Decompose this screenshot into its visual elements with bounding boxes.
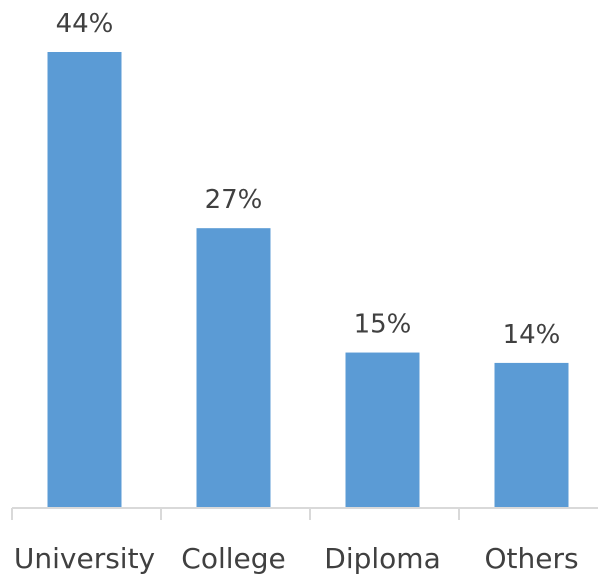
value-label-others: 14%	[503, 320, 561, 350]
bar-others	[494, 362, 569, 508]
value-labels-group: 44% 27% 15% 14%	[56, 9, 561, 350]
value-label-diploma: 15%	[354, 310, 412, 340]
bars-group	[47, 52, 569, 508]
category-labels-group: University College Diploma Others	[14, 542, 579, 575]
bar-university	[47, 52, 122, 508]
category-label-others: Others	[484, 542, 578, 575]
value-label-university: 44%	[56, 9, 114, 39]
category-label-university: University	[14, 542, 155, 575]
bar-college	[196, 228, 271, 508]
category-label-college: College	[181, 542, 285, 575]
x-axis	[11, 507, 598, 520]
bar-diploma	[345, 352, 420, 508]
value-label-college: 27%	[205, 185, 263, 215]
category-label-diploma: Diploma	[324, 542, 440, 575]
